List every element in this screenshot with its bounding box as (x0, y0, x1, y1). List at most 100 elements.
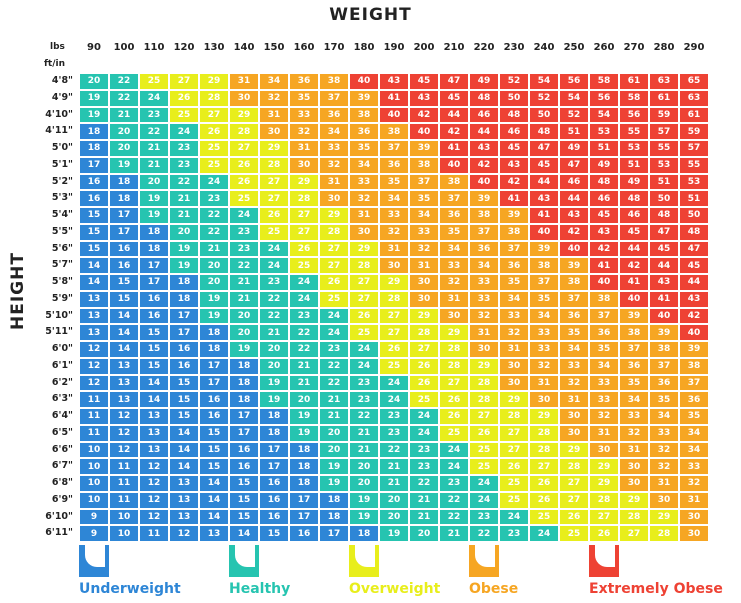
weight-header-150: 150 (263, 42, 285, 53)
bmi-cell: 47 (559, 156, 589, 174)
bmi-cell: 20 (259, 357, 289, 375)
bmi-cell: 19 (139, 190, 169, 207)
bmi-cell: 23 (349, 374, 379, 392)
height-unit-label: ft/in (44, 59, 65, 69)
bmi-cell: 26 (289, 240, 319, 258)
bmi-cell: 41 (589, 257, 619, 274)
bmi-cell: 18 (169, 274, 199, 291)
bmi-cell: 19 (199, 307, 229, 325)
bmi-cell: 17 (79, 156, 109, 174)
bmi-cell: 52 (499, 73, 529, 90)
bmi-cell: 38 (499, 223, 529, 241)
bmi-cell: 27 (409, 341, 439, 358)
weight-header-220: 220 (473, 42, 495, 53)
bmi-cell: 18 (79, 123, 109, 140)
bmi-cell: 22 (319, 374, 349, 392)
bmi-cell: 25 (469, 441, 499, 459)
bmi-cell: 12 (139, 508, 169, 526)
bmi-cell: 21 (289, 374, 319, 392)
bmi-cell: 15 (109, 274, 139, 291)
bmi-cell: 22 (319, 357, 349, 375)
bmi-cell: 12 (79, 374, 109, 392)
bmi-cell: 41 (529, 207, 559, 224)
bmi-cell: 10 (79, 491, 109, 509)
bmi-cell: 17 (259, 441, 289, 459)
bmi-cell: 14 (109, 341, 139, 358)
bmi-cell: 11 (79, 408, 109, 425)
bmi-cell: 28 (529, 441, 559, 459)
bmi-cell: 30 (499, 357, 529, 375)
bmi-cell: 13 (139, 408, 169, 425)
bmi-cell: 26 (409, 357, 439, 375)
chart-title: WEIGHT (329, 5, 412, 25)
bmi-cell: 29 (409, 307, 439, 325)
bmi-cell: 37 (469, 223, 499, 241)
bmi-cell: 18 (229, 391, 259, 408)
bmi-cell: 18 (289, 458, 319, 475)
bmi-cell: 27 (259, 173, 289, 191)
bmi-cell: 50 (499, 89, 529, 107)
bmi-cell: 43 (499, 156, 529, 174)
bmi-cell: 23 (169, 156, 199, 174)
bmi-cell: 44 (649, 257, 679, 274)
bmi-cell: 38 (349, 106, 379, 124)
bmi-cell: 26 (349, 307, 379, 325)
bmi-cell: 23 (139, 106, 169, 124)
bmi-cell: 25 (349, 324, 379, 341)
bmi-cell: 22 (469, 525, 499, 542)
bmi-cell: 19 (319, 475, 349, 492)
bmi-cell: 20 (109, 123, 139, 140)
bmi-cell: 28 (349, 257, 379, 274)
bmi-cell: 32 (619, 424, 649, 442)
bmi-cell: 30 (259, 123, 289, 140)
bmi-cell: 18 (289, 441, 319, 459)
bmi-cell: 35 (439, 223, 469, 241)
bmi-cell: 12 (139, 475, 169, 492)
bmi-cell: 26 (499, 458, 529, 475)
bmi-cell: 18 (229, 374, 259, 392)
bmi-cell: 19 (289, 424, 319, 442)
bmi-cell: 45 (589, 207, 619, 224)
bmi-cell: 18 (349, 525, 379, 542)
bmi-cell: 14 (169, 458, 199, 475)
bmi-cell: 53 (679, 173, 709, 191)
bmi-cell: 16 (139, 290, 169, 308)
weight-header-110: 110 (143, 42, 165, 53)
bmi-cell: 31 (259, 106, 289, 124)
bmi-cell: 41 (619, 274, 649, 291)
bmi-cell: 32 (319, 156, 349, 174)
bmi-cell: 25 (229, 190, 259, 207)
height-label: 5'8" (51, 276, 73, 287)
bmi-cell: 40 (589, 274, 619, 291)
bmi-cell: 34 (469, 257, 499, 274)
weight-header-200: 200 (413, 42, 435, 53)
bmi-cell: 34 (319, 123, 349, 140)
bmi-cell: 15 (79, 207, 109, 224)
bmi-cell: 24 (289, 274, 319, 291)
bmi-cell: 46 (469, 106, 499, 124)
bmi-cell: 20 (199, 257, 229, 274)
bmi-cell: 38 (529, 257, 559, 274)
bmi-cell: 36 (379, 156, 409, 174)
bmi-cell: 26 (529, 491, 559, 509)
bmi-cell: 28 (259, 156, 289, 174)
bmi-cell: 26 (319, 274, 349, 291)
bmi-cell: 33 (649, 424, 679, 442)
bmi-cell: 39 (409, 140, 439, 157)
bmi-cell: 35 (529, 290, 559, 308)
bmi-cell: 13 (199, 525, 229, 542)
bmi-cell: 54 (529, 73, 559, 90)
bmi-cell: 45 (649, 240, 679, 258)
bmi-cell: 16 (109, 257, 139, 274)
bmi-cell: 31 (319, 173, 349, 191)
bmi-cell: 30 (619, 458, 649, 475)
bmi-cell: 28 (589, 491, 619, 509)
bmi-cell: 23 (409, 458, 439, 475)
bmi-cell: 26 (469, 424, 499, 442)
height-label: 6'6" (51, 443, 73, 455)
bmi-cell: 26 (199, 123, 229, 140)
bmi-cell: 33 (679, 458, 709, 475)
bmi-cell: 24 (409, 408, 439, 425)
bmi-cell: 59 (649, 106, 679, 124)
bmi-cell: 28 (649, 525, 679, 542)
